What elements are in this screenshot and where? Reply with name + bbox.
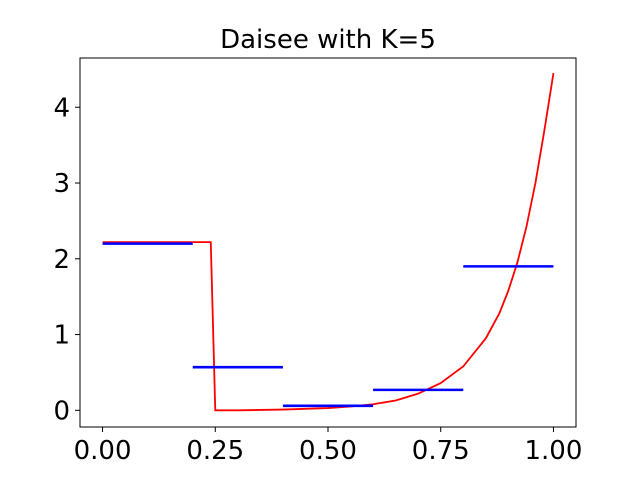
y-tick-label: 2	[53, 245, 70, 275]
y-axis: 0 1 2 3 4	[53, 93, 80, 426]
x-tick-label: 1.00	[525, 436, 583, 466]
y-tick-label: 0	[53, 396, 70, 426]
plot-area	[102, 73, 555, 412]
x-tick-label: 0.50	[299, 436, 357, 466]
x-tick-label: 0.25	[186, 436, 244, 466]
y-tick-label: 3	[53, 169, 70, 199]
x-tick-label: 0.00	[74, 436, 132, 466]
chart-title: Daisee with K=5	[220, 25, 436, 55]
y-tick-label: 1	[53, 321, 70, 351]
x-tick-label: 0.75	[412, 436, 470, 466]
x-axis: 0.00 0.25 0.50 0.75 1.00	[74, 427, 583, 466]
y-tick-label: 4	[53, 93, 70, 123]
series-line-0	[102, 73, 555, 412]
